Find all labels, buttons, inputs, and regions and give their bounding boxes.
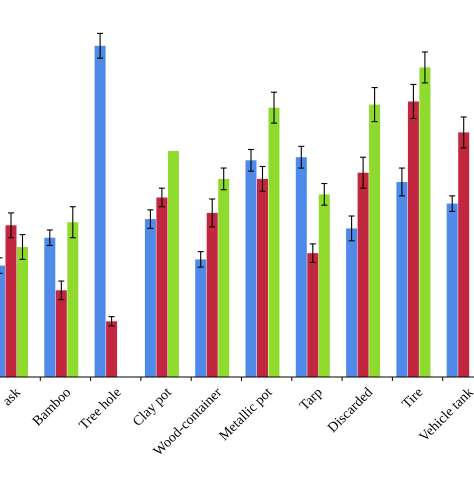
error-bar-2-1: [58, 280, 65, 301]
bar-2-0: [5, 225, 17, 377]
error-bar-2-5: [259, 165, 266, 192]
error-bar-3-8: [421, 51, 428, 84]
x-tick-label-7: Discarded: [325, 385, 376, 436]
error-bar-1-2: [97, 32, 104, 59]
bar-1-3: [144, 219, 156, 377]
x-axis: [0, 376, 474, 381]
error-bar-3-7: [371, 87, 378, 123]
error-bar-1-7: [348, 215, 355, 242]
error-bar-2-6: [309, 243, 316, 264]
error-bar-2-8: [410, 83, 417, 120]
x-tick-label-6: Tarp: [297, 385, 326, 414]
x-tick-label-0: ask: [0, 385, 24, 409]
bar-1-1: [44, 237, 56, 377]
bar-3-4: [218, 178, 230, 377]
x-tick-label-1: Bamboo: [30, 385, 74, 429]
bar-1-9: [446, 203, 458, 377]
error-bar-3-1: [69, 206, 76, 239]
error-bar-2-4: [209, 198, 216, 228]
bar-3-5: [268, 107, 280, 377]
bar-2-1: [55, 290, 67, 377]
bar-3-1: [67, 222, 79, 377]
error-bar-3-0: [19, 234, 26, 260]
error-bar-3-6: [321, 182, 328, 206]
bar-3-7: [369, 104, 381, 377]
bar-2-3: [156, 197, 168, 377]
error-bar-2-7: [360, 156, 367, 189]
x-tick-label-8: Tire: [400, 385, 427, 412]
bar-1-0: [0, 265, 5, 377]
bar-3-0: [17, 247, 28, 377]
bar-3-3: [167, 151, 179, 377]
error-bar-1-8: [398, 167, 405, 197]
bar-3-8: [419, 67, 431, 378]
x-tick-label-9: Vehicle tank: [417, 385, 474, 445]
x-tick-label-5: Metallic pot: [217, 385, 276, 444]
error-bar-2-2: [108, 316, 115, 327]
bars-layer: [0, 32, 470, 378]
error-bar-2-0: [8, 212, 14, 239]
bar-2-7: [357, 172, 369, 377]
error-bar-3-5: [271, 91, 277, 124]
x-tick-labels: ask Bamboo Tree hole Clay potWood-container…: [0, 385, 474, 459]
x-tick-label-2: Tree hole: [77, 385, 125, 433]
error-bar-1-9: [449, 195, 456, 212]
bar-1-5: [245, 160, 257, 377]
bar-2-6: [307, 253, 319, 377]
bar-1-4: [195, 259, 207, 377]
error-bar-1-1: [46, 229, 53, 246]
bar-1-6: [295, 157, 307, 377]
bar-2-8: [407, 101, 419, 377]
error-bar-3-4: [220, 167, 227, 191]
bar-1-2: [94, 45, 106, 378]
error-bar-1-5: [248, 148, 254, 172]
error-bar-2-3: [158, 187, 165, 208]
bar-2-5: [257, 178, 268, 377]
error-bar-2-9: [460, 116, 467, 149]
bar-1-7: [346, 228, 358, 377]
bar-3-6: [318, 194, 330, 377]
bar-2-9: [458, 132, 470, 377]
error-bar-1-4: [197, 251, 204, 268]
x-tick-label-3: Clay pot: [130, 385, 175, 430]
bar-1-8: [396, 182, 408, 377]
error-bar-1-3: [147, 209, 154, 229]
bar-2-4: [206, 212, 218, 377]
error-bar-1-6: [298, 145, 305, 169]
bar-2-2: [106, 321, 118, 377]
error-bar-1-0: [0, 257, 3, 274]
